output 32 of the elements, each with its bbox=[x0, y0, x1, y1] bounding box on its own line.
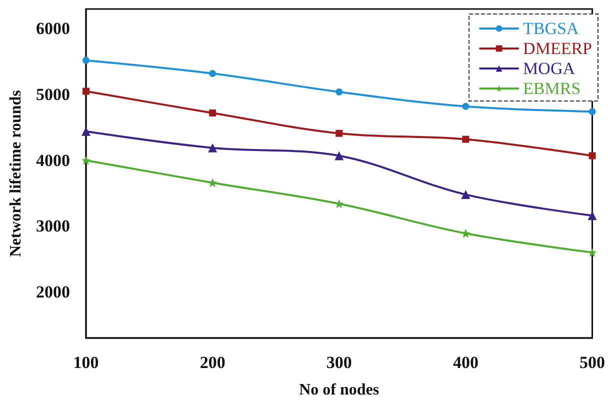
x-axis-title: No of nodes bbox=[299, 382, 380, 398]
point bbox=[461, 190, 470, 200]
legend-label: TBGSA bbox=[523, 19, 580, 38]
x-tick-label: 300 bbox=[326, 353, 352, 372]
x-tick-label: 400 bbox=[452, 353, 478, 372]
y-axis-title: Network lifetime rounds bbox=[8, 90, 24, 257]
x-tick-label: 100 bbox=[73, 353, 99, 372]
point bbox=[82, 88, 90, 95]
x-tick-label: 200 bbox=[200, 353, 226, 372]
point bbox=[588, 211, 597, 220]
point bbox=[588, 152, 596, 160]
y-tick-label: 2000 bbox=[36, 282, 70, 302]
point bbox=[209, 70, 216, 77]
point bbox=[208, 143, 218, 152]
point bbox=[82, 126, 90, 136]
point bbox=[462, 136, 470, 143]
legend-label: DMEERP bbox=[523, 39, 592, 58]
y-tick-label: 5000 bbox=[36, 85, 70, 104]
point bbox=[588, 108, 596, 116]
y-tick-label: 4000 bbox=[36, 150, 70, 170]
legend-label: MOGA bbox=[523, 59, 576, 78]
x-tick-label: 500 bbox=[580, 353, 605, 372]
point bbox=[336, 88, 343, 96]
point bbox=[336, 130, 343, 137]
point bbox=[82, 56, 90, 64]
point bbox=[82, 156, 90, 165]
y-tick-label: 3000 bbox=[36, 216, 70, 236]
point bbox=[334, 151, 344, 160]
point bbox=[462, 102, 470, 110]
legend-label: EBMRS bbox=[523, 79, 581, 98]
point bbox=[209, 109, 216, 116]
y-tick-label: 6000 bbox=[36, 19, 70, 38]
